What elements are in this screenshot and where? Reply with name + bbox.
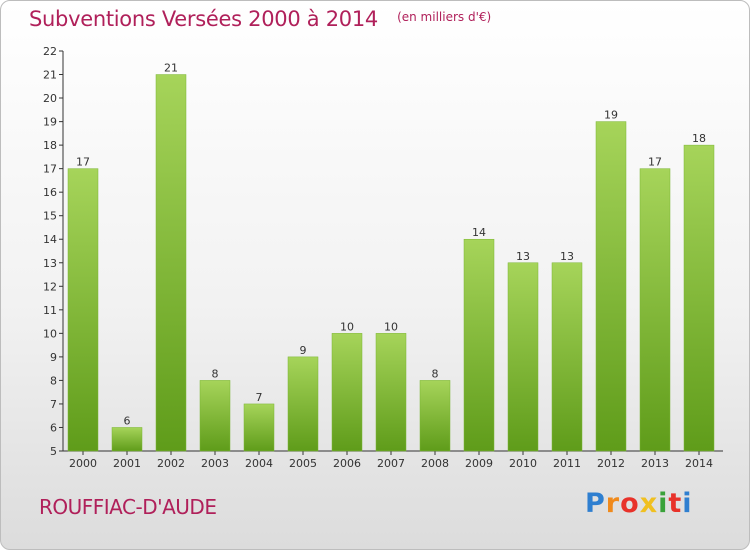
y-tick-label: 11 [43, 304, 57, 317]
bar-value-label: 9 [300, 344, 307, 357]
chart-title: Subventions Versées 2000 à 2014 [29, 7, 378, 31]
y-tick-label: 14 [43, 233, 57, 246]
bar-value-label: 7 [256, 391, 263, 404]
y-tick-label: 7 [50, 398, 57, 411]
x-tick-label: 2010 [509, 457, 537, 470]
bar-value-label: 8 [432, 367, 439, 380]
chart-subtitle: (en milliers d'€) [397, 10, 492, 24]
x-tick-label: 2007 [377, 457, 405, 470]
bar-value-label: 14 [472, 226, 486, 239]
brand-letter: o [620, 488, 640, 519]
bar-value-label: 18 [692, 132, 706, 145]
bar [199, 380, 231, 452]
x-tick-label: 2011 [553, 457, 581, 470]
brand-letter: t [668, 488, 683, 519]
commune-name: ROUFFIAC-D'AUDE [39, 495, 217, 519]
bar-value-label: 17 [648, 156, 662, 169]
y-tick-label: 15 [43, 210, 57, 223]
bar-value-label: 17 [76, 156, 90, 169]
y-tick-label: 9 [50, 351, 57, 364]
brand-letter: i [682, 488, 693, 519]
y-tick-label: 6 [50, 421, 57, 434]
bar-value-label: 6 [124, 414, 131, 427]
brand-letter: i [658, 488, 669, 519]
brand-letter: r [605, 488, 621, 519]
y-tick-label: 20 [43, 92, 57, 105]
x-tick-label: 2001 [113, 457, 141, 470]
bar [155, 74, 187, 452]
x-tick-label: 2006 [333, 457, 361, 470]
axes: 5 6 7 8 9 10 11 12 13 14 15 16 17 18 19 20 21 22 2000 2001 2… [43, 45, 723, 470]
y-tick-label: 5 [50, 445, 57, 458]
bar [375, 333, 407, 452]
brand-letter: P [585, 488, 606, 519]
bar [111, 427, 143, 452]
y-tick-label: 19 [43, 116, 57, 129]
x-tick-label: 2005 [289, 457, 317, 470]
bar-value-label: 10 [340, 320, 354, 333]
y-tick-label: 16 [43, 186, 57, 199]
bar-value-label: 19 [604, 109, 618, 122]
bar-value-label: 10 [384, 320, 398, 333]
bar [331, 333, 363, 452]
bar [683, 144, 715, 452]
x-tick-label: 2004 [245, 457, 273, 470]
bar-value-label: 21 [164, 62, 178, 75]
bar-value-label: 13 [560, 250, 574, 263]
bar [67, 168, 99, 452]
x-tick-label: 2000 [69, 457, 97, 470]
y-tick-label: 17 [43, 163, 57, 176]
bar [287, 356, 319, 452]
x-tick-label: 2013 [641, 457, 669, 470]
bar-value-label: 8 [212, 367, 219, 380]
y-tick-label: 12 [43, 280, 57, 293]
x-tick-label: 2003 [201, 457, 229, 470]
proxiti-logo[interactable]: Proxiti [585, 488, 693, 519]
y-tick-label: 13 [43, 257, 57, 270]
bar [243, 403, 275, 452]
x-tick-label: 2012 [597, 457, 625, 470]
y-tick-label: 8 [50, 374, 57, 387]
x-tick-label: 2009 [465, 457, 493, 470]
bar [595, 121, 627, 452]
bar [419, 380, 451, 452]
bars: 17 6 21 8 7 9 10 10 8 14 13 13 19 17 18 [67, 62, 715, 452]
y-tick-label: 18 [43, 139, 57, 152]
x-tick-label: 2002 [157, 457, 185, 470]
x-tick-label: 2008 [421, 457, 449, 470]
brand-letter: x [639, 488, 659, 519]
y-tick-label: 21 [43, 69, 57, 82]
title-row: Subventions Versées 2000 à 2014 (en mill… [29, 7, 491, 31]
bar [463, 238, 495, 452]
bar [639, 168, 671, 452]
bar [551, 262, 583, 452]
bar [507, 262, 539, 452]
y-tick-label: 10 [43, 327, 57, 340]
x-tick-label: 2014 [685, 457, 713, 470]
y-tick-label: 22 [43, 45, 57, 58]
bar-value-label: 13 [516, 250, 530, 263]
